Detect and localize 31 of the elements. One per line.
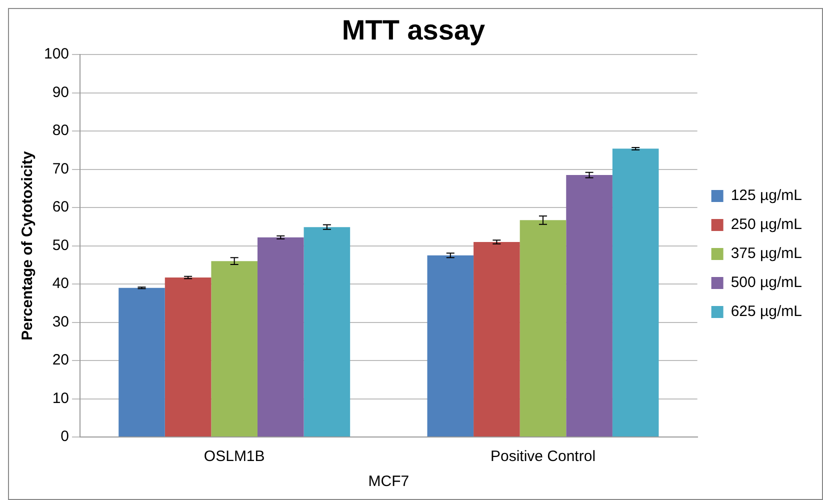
bar — [427, 255, 474, 436]
y-tick-label: 10 — [52, 390, 70, 407]
legend-label: 375 µg/mL — [730, 245, 802, 262]
bar — [304, 227, 350, 436]
bar — [118, 288, 165, 436]
y-tick-label: 100 — [44, 46, 70, 63]
bar — [211, 261, 258, 436]
y-tick-label: 80 — [52, 122, 70, 140]
y-tick-label: 60 — [52, 198, 70, 216]
y-tick-label: 30 — [52, 313, 70, 330]
bar — [164, 278, 212, 436]
y-tick-label: 90 — [52, 84, 70, 101]
y-tick-label: 40 — [52, 275, 70, 292]
bar — [258, 237, 304, 436]
y-tick-label: 70 — [52, 160, 70, 178]
y-axis-title: Percentage of Cytotoxicity — [19, 150, 36, 340]
chart-title: MTT assay — [342, 14, 486, 46]
legend-label: 250 µg/mL — [730, 216, 802, 234]
x-tick-label: Positive Control — [490, 448, 596, 466]
y-tick-label: 20 — [52, 352, 70, 369]
legend-label: 625 µg/mL — [730, 303, 802, 320]
legend-label: 125 µg/mL — [730, 187, 802, 204]
legend-label: 500 µg/mL — [730, 274, 802, 292]
x-axis-title: MCF7 — [368, 473, 410, 490]
bar — [520, 220, 566, 436]
x-tick-label: OSLM1B — [204, 448, 265, 466]
bar — [612, 148, 659, 436]
y-tick-label: 0 — [60, 428, 70, 446]
y-tick-label: 50 — [52, 236, 70, 254]
bar — [474, 242, 520, 436]
bar — [566, 175, 612, 436]
